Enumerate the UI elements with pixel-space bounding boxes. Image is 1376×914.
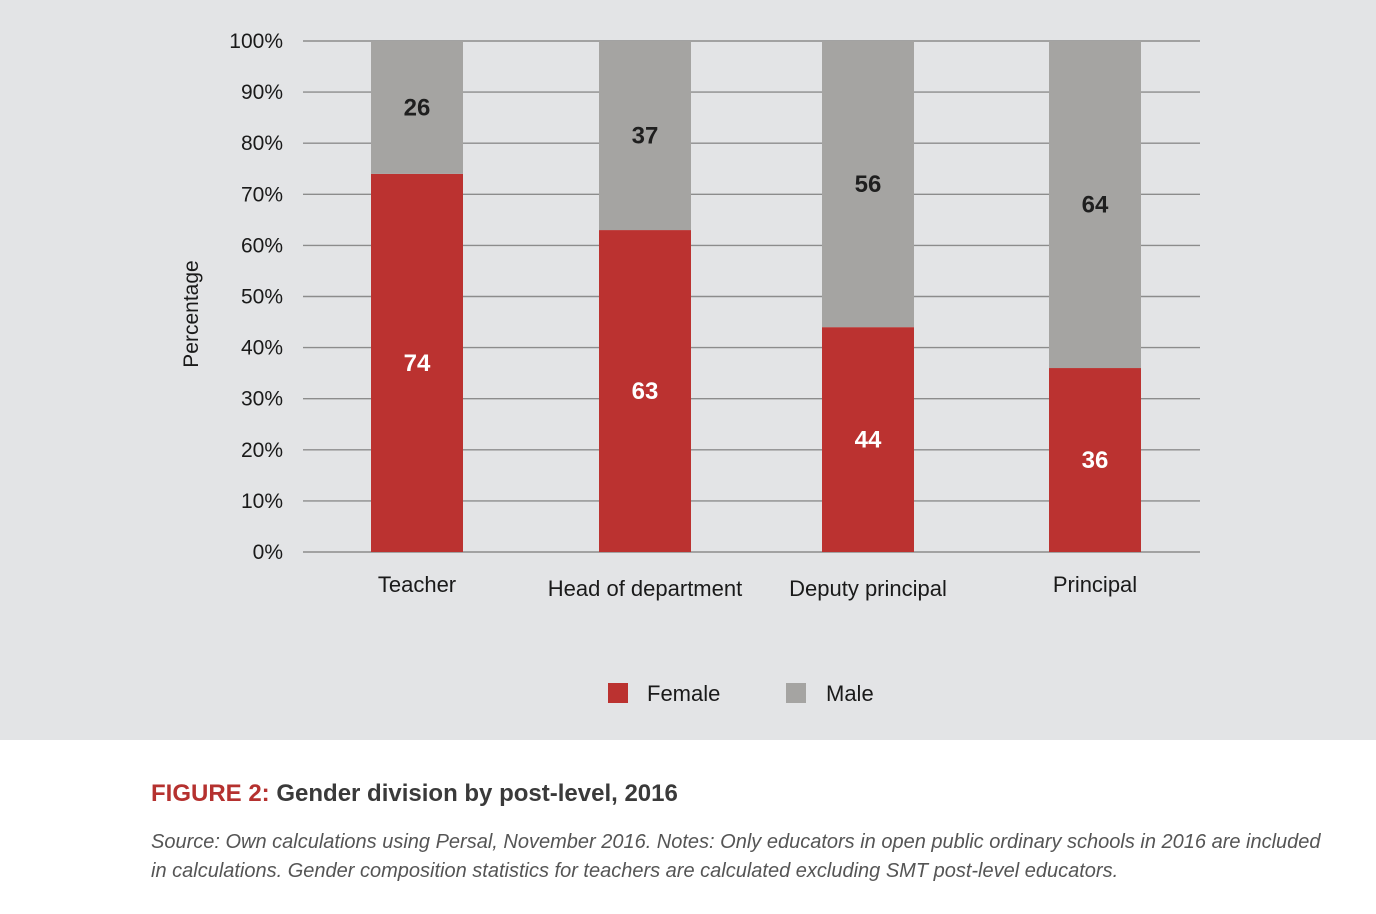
stacked-bar-chart: 0% 10% 20% 30% 40% 50% 60% 70% 80% 90% 100% 74 26 63…: [180, 30, 1200, 706]
data-label-female: 44: [855, 427, 882, 454]
y-tick-label: 100%: [229, 30, 283, 53]
y-tick-label: 80%: [241, 132, 283, 155]
y-tick-label: 70%: [241, 183, 283, 206]
data-label-female: 63: [632, 378, 659, 405]
data-label-female: 36: [1082, 447, 1109, 474]
y-tick-label: 0%: [253, 541, 283, 564]
y-tick-label: 10%: [241, 490, 283, 513]
y-axis-ticks: 0% 10% 20% 30% 40% 50% 60% 70% 80% 90% 100%: [229, 30, 283, 564]
legend: Female Male: [608, 681, 874, 706]
figure-caption: FIGURE 2: Gender division by post-level,…: [151, 780, 1351, 886]
bar-female-principal: [1049, 368, 1141, 552]
figure-number: FIGURE 2:: [151, 780, 270, 807]
bar-female-deputy-principal: [822, 327, 914, 552]
x-category-label: Teacher: [378, 572, 456, 597]
legend-label-female: Female: [647, 681, 720, 706]
bar-male-principal: [1049, 41, 1141, 369]
bar-male-teacher: [371, 41, 463, 174]
legend-swatch-female: [608, 683, 628, 703]
figure-source-note: Source: Own calculations using Persal, N…: [151, 831, 1321, 882]
y-tick-label: 30%: [241, 388, 283, 411]
y-tick-label: 40%: [241, 337, 283, 360]
bar-female-head-of-department: [599, 230, 691, 552]
bar-female-teacher: [371, 173, 463, 553]
x-axis-categories: Teacher Head of department Deputy principa…: [378, 572, 1137, 601]
data-label-male: 64: [1082, 192, 1109, 219]
y-tick-label: 20%: [241, 439, 283, 462]
bar-male-head-of-department: [599, 41, 691, 231]
legend-swatch-male: [786, 683, 806, 703]
chart-panel: 0% 10% 20% 30% 40% 50% 60% 70% 80% 90% 100% 74 26 63…: [0, 0, 1376, 740]
figure-title-text: Gender division by post-level, 2016: [276, 780, 678, 807]
figure-title: FIGURE 2: Gender division by post-level,…: [151, 780, 1351, 808]
y-tick-label: 50%: [241, 286, 283, 309]
bars: [371, 41, 1141, 553]
x-category-label: Principal: [1053, 572, 1137, 597]
data-label-male: 56: [855, 171, 882, 198]
data-labels: 74 26 63 37 44 56 36 64: [404, 94, 1109, 474]
legend-label-male: Male: [826, 681, 874, 706]
y-tick-label: 90%: [241, 81, 283, 104]
y-tick-label: 60%: [241, 234, 283, 257]
data-label-male: 26: [404, 94, 431, 121]
x-category-label: Deputy principal: [789, 576, 947, 601]
data-label-female: 74: [404, 350, 431, 377]
x-category-label: Head of department: [548, 576, 742, 601]
y-axis-title: Percentage: [180, 260, 203, 367]
data-label-male: 37: [632, 123, 659, 150]
bar-male-deputy-principal: [822, 41, 914, 328]
